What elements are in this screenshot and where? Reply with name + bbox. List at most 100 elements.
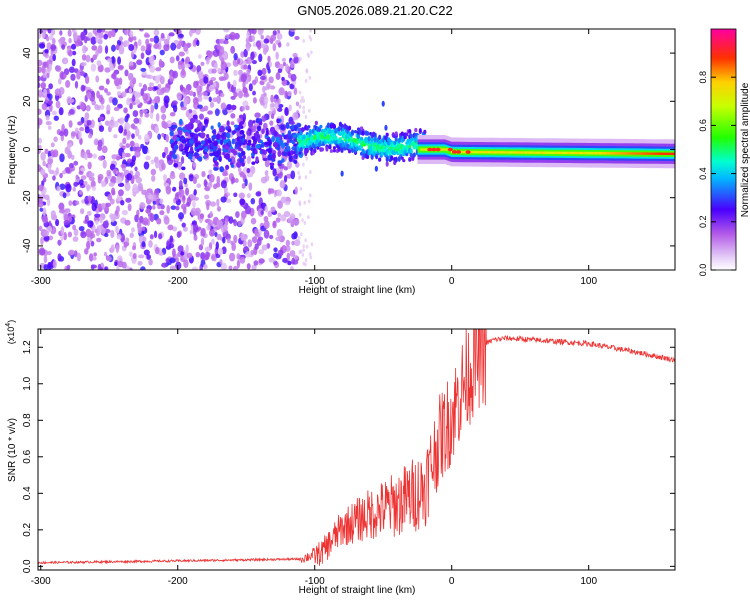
spectrogram-cell	[172, 124, 178, 129]
spectrogram-cell	[334, 135, 338, 141]
spectrogram-cell	[412, 152, 416, 158]
spectrogram-cell	[92, 29, 97, 35]
spectrogram-cell	[246, 144, 251, 151]
spectrogram-cell	[38, 225, 43, 232]
spectrogram-x-tick-label: -200	[168, 276, 188, 287]
spectrogram-cell	[111, 154, 117, 160]
spectrogram-cell	[302, 244, 306, 249]
spectrogram-cell	[142, 93, 148, 101]
spectrogram-cell	[123, 241, 128, 248]
spectrogram-cell	[133, 117, 140, 124]
spectrogram-cell	[292, 134, 297, 139]
spectrogram-cell	[200, 227, 206, 237]
spectrogram-cell	[40, 152, 46, 161]
spectrogram-cell	[183, 259, 189, 269]
spectrogram-cell	[409, 133, 413, 139]
spectrogram-cell	[326, 122, 331, 129]
spectrogram-cell	[74, 80, 79, 89]
spectrogram-cell	[162, 121, 169, 130]
spectrogram-y-tick-label: 20	[22, 95, 33, 107]
spectrogram-cell	[75, 200, 80, 206]
spectrogram-cell	[74, 127, 79, 134]
spectrogram-cell	[87, 32, 93, 39]
spectrogram-cell	[302, 109, 306, 114]
spectrogram-cell	[229, 252, 236, 262]
spectrogram-cell	[287, 260, 292, 266]
spectrogram-cell	[283, 175, 288, 183]
spectrogram-cell	[232, 130, 237, 134]
spectrogram-cell	[122, 137, 127, 145]
spectrogram-cell	[209, 79, 214, 86]
spectrogram-cell	[270, 103, 276, 108]
spectrogram-cell	[216, 219, 223, 229]
spectrogram-cell	[242, 86, 248, 94]
spectrogram-cell	[160, 87, 167, 94]
spectrogram-cell	[274, 175, 279, 182]
spectrogram-cell	[160, 204, 165, 210]
spectrogram-cell	[71, 50, 77, 56]
spectrogram-cell	[86, 184, 90, 192]
spectrogram-cell	[248, 182, 253, 191]
spectrogram-cell	[95, 34, 100, 44]
spectrogram-cell	[276, 228, 283, 238]
spectrogram-cell	[67, 150, 72, 159]
spectrogram-cell	[148, 56, 153, 64]
spectrogram-cell	[71, 58, 76, 67]
snr-frame	[37, 328, 676, 571]
spectrogram-cell	[154, 125, 159, 134]
snr-y-tick-label: 0.0	[22, 559, 33, 573]
spectrogram-cell	[158, 233, 163, 240]
spectrogram-cell	[408, 129, 412, 134]
spectrogram-cell	[126, 172, 133, 181]
spectrogram-cell	[169, 173, 176, 180]
spectrogram-cell	[60, 226, 65, 236]
spectrogram-cell	[169, 265, 176, 270]
spectrogram-cell	[307, 125, 311, 129]
spectrogram-cell	[280, 124, 285, 131]
colorbar-gradient	[710, 28, 737, 271]
spectrogram-cell	[151, 175, 156, 182]
spectrogram-cell	[64, 146, 69, 155]
spectrogram-cell	[205, 133, 210, 139]
spectrogram-cell	[242, 154, 246, 160]
spectrogram-cell	[47, 29, 52, 34]
spectrogram-cell	[232, 265, 238, 270]
spectrogram-cell	[118, 124, 124, 134]
spectrogram-cell	[131, 155, 137, 162]
spectrogram-cell	[220, 262, 227, 270]
spectrogram-cell	[132, 146, 137, 152]
spectrogram-cell	[141, 226, 146, 231]
spectrogram-cell	[200, 140, 206, 145]
spectrogram-cell	[46, 73, 50, 79]
spectrogram-cell	[129, 140, 135, 147]
spectrogram-cell	[192, 114, 198, 120]
spectrogram-cell	[197, 54, 202, 59]
spectrogram-cell	[72, 32, 77, 40]
spectrogram-cell	[238, 192, 245, 199]
spectrogram-cell	[302, 38, 306, 43]
spectrogram-cell	[38, 247, 46, 256]
spectrogram-cell	[73, 228, 79, 237]
spectrogram-cell	[41, 103, 48, 111]
spectrogram-cell	[53, 136, 58, 143]
snr-x-label: Height of straight line (km)	[299, 585, 416, 596]
spectrogram-cell	[187, 155, 193, 160]
spectrogram-cell	[250, 198, 256, 205]
spectrogram-cell	[264, 170, 269, 176]
spectrogram-cell	[86, 91, 92, 99]
spectrogram-cell	[97, 176, 102, 184]
spectrogram-cell	[155, 246, 160, 255]
spectrogram-cell	[143, 33, 151, 38]
spectrogram-cell	[211, 129, 216, 134]
spectrogram-cell	[84, 75, 90, 85]
spectrogram-cell	[165, 185, 172, 195]
spectrogram-cell	[394, 156, 398, 163]
spectrogram-cell	[378, 134, 382, 141]
spectrogram-cell	[217, 247, 224, 256]
spectrogram-cell	[196, 39, 200, 47]
spectrogram-cell	[178, 180, 183, 189]
spectrogram-cell	[220, 102, 227, 111]
spectrogram-cell	[212, 140, 219, 147]
spectrogram-cell	[394, 131, 398, 136]
spectrogram-cell	[57, 78, 62, 85]
